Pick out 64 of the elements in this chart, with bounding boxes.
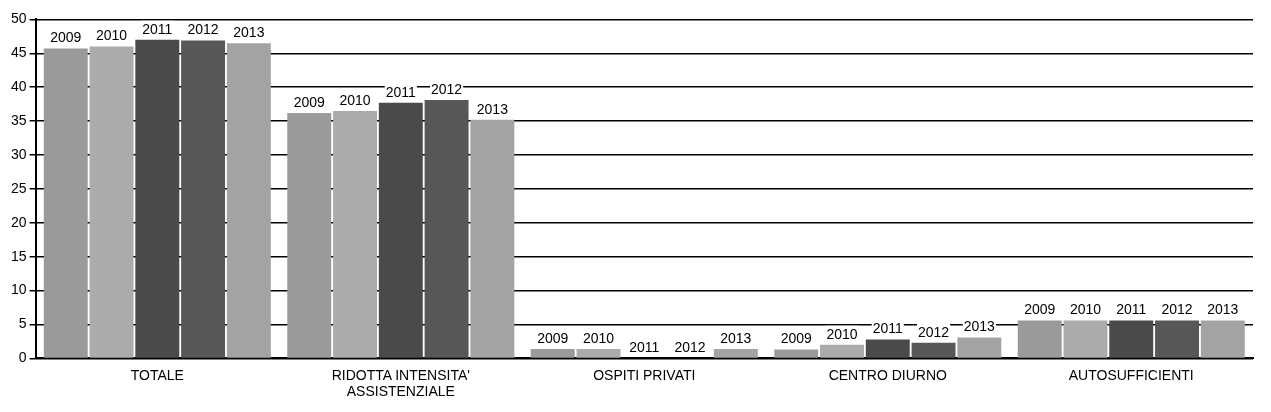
text: 2012 [431, 80, 463, 97]
bar [1200, 320, 1245, 358]
bar [865, 339, 910, 358]
text: 2011 [385, 83, 416, 100]
bar [1017, 320, 1062, 358]
text: 2010 [95, 27, 128, 44]
y-tick-label: 10 [10, 281, 27, 298]
series-label: 2011 [1116, 301, 1147, 318]
text: 2011 [142, 20, 173, 37]
text: 2012 [1161, 301, 1193, 318]
y-tick-label: 25 [10, 179, 27, 196]
bar [820, 344, 864, 358]
series-label: 2009 [780, 330, 812, 347]
y-tick-label: 20 [10, 213, 27, 230]
text: 2013 [1207, 301, 1239, 318]
text: 2012 [674, 339, 706, 356]
bar [181, 40, 226, 358]
bar [911, 342, 956, 358]
bar [43, 48, 88, 358]
series-label: 2010 [826, 325, 858, 342]
y-tick-label: 45 [10, 44, 27, 61]
series-label: 2012 [917, 323, 950, 340]
bar [530, 348, 575, 358]
bar [774, 349, 819, 358]
bar [713, 348, 758, 358]
text: 2010 [1069, 301, 1102, 318]
x-tick-label: TOTALE [130, 366, 184, 383]
y-tick-label: 30 [10, 145, 27, 162]
bar [287, 112, 332, 358]
text: 2013 [476, 100, 508, 117]
text: 2013 [720, 329, 752, 346]
text: 2009 [50, 29, 82, 46]
y-tick-label: 50 [10, 10, 27, 27]
x-tick-label: CENTRO DIURNO [828, 366, 947, 383]
text: 2010 [339, 91, 371, 108]
y-tick-label: 0 [18, 349, 27, 366]
y-tick-label: 15 [10, 247, 27, 264]
bar [957, 337, 1002, 358]
text: 2012 [187, 21, 219, 38]
bar [135, 39, 180, 358]
bar [576, 348, 621, 358]
bar [1109, 320, 1154, 358]
bar [470, 119, 515, 358]
x-tick-label: RIDOTTA INTENSITA' ASSISTENZIALE [331, 366, 470, 400]
text: 2009 [293, 93, 325, 110]
bar [424, 100, 469, 358]
y-tick-label: 35 [10, 111, 27, 128]
bar [1155, 320, 1200, 358]
text: 2011 [629, 339, 660, 356]
text: 2011 [872, 320, 903, 337]
x-tick-label: OSPITI PRIVATI [593, 366, 696, 383]
bar [1063, 320, 1108, 358]
text: 2009 [1024, 301, 1056, 318]
x-tick-label: AUTOSUFFICIENTI [1068, 366, 1194, 383]
text: 2010 [582, 329, 615, 346]
y-tick-label: 40 [10, 78, 27, 95]
bar [89, 46, 134, 358]
bar [378, 102, 423, 358]
bar [226, 43, 271, 358]
y-tick-label: 5 [18, 315, 27, 332]
series-label: 2013 [963, 318, 996, 335]
text: 2009 [537, 329, 569, 346]
text: 2013 [233, 23, 265, 40]
bar [333, 110, 377, 358]
